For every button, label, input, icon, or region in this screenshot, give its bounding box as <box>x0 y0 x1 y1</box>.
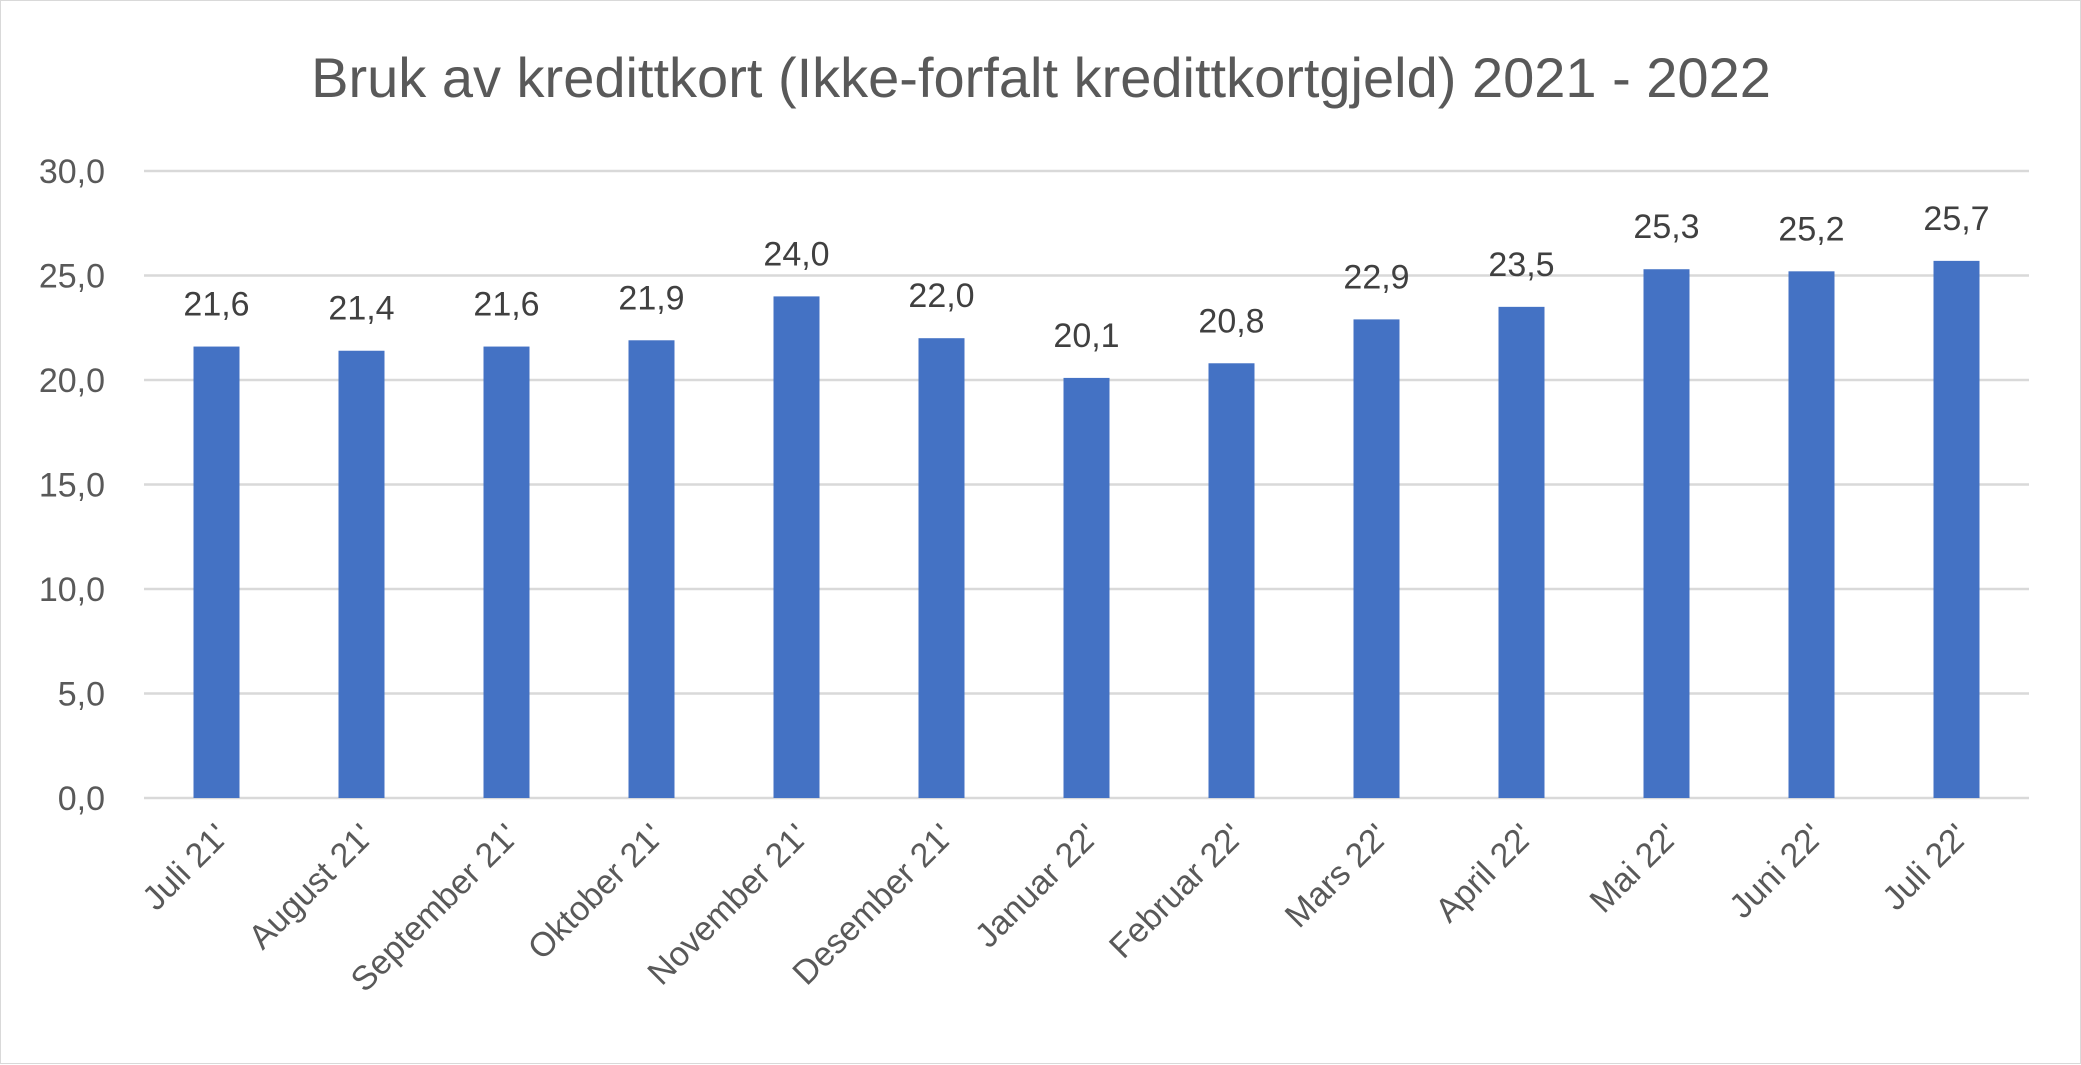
data-label: 20,1 <box>1053 317 1119 355</box>
y-tick-label: 25,0 <box>39 258 105 296</box>
bars <box>193 260 1980 799</box>
x-tick-label: Mai 22' <box>1583 817 1687 921</box>
bar <box>628 340 675 798</box>
x-axis-ticks: Juli 21' August 21'September 21'Oktober 2… <box>135 817 1976 999</box>
y-tick-label: 20,0 <box>39 362 105 400</box>
y-tick-label: 15,0 <box>39 467 105 505</box>
x-tick-label: Februar 22' <box>1102 817 1251 966</box>
x-tick-label: Mars 22' <box>1278 817 1396 935</box>
bar <box>773 296 820 798</box>
data-label: 21,9 <box>618 279 684 317</box>
x-tick-label: Juli 21' <box>135 817 236 918</box>
bar <box>483 346 530 798</box>
data-label: 24,0 <box>763 235 829 273</box>
data-label: 25,2 <box>1778 210 1844 248</box>
y-tick-label: 10,0 <box>39 571 105 609</box>
x-tick-label: Oktober 21' <box>521 817 671 967</box>
data-label: 21,4 <box>328 290 394 328</box>
bar <box>1208 363 1255 798</box>
y-tick-label: 0,0 <box>58 780 105 818</box>
y-tick-label: 30,0 <box>39 153 105 191</box>
x-tick-label: Juni 22' <box>1722 817 1831 926</box>
y-axis-ticks: 0,0 5,0 10,0 15,0 20,0 25,0 30,0 <box>39 153 105 818</box>
data-label: 25,7 <box>1923 200 1989 238</box>
data-label: 22,0 <box>908 277 974 315</box>
data-label: 23,5 <box>1488 246 1554 284</box>
bar <box>1933 260 1980 798</box>
bar <box>918 338 965 798</box>
data-labels: 21,6 21,4 21,6 21,9 24,0 22,0 20,1 20,8 22,9 23,5… <box>183 200 1989 355</box>
bar <box>1063 377 1110 798</box>
x-tick-label: August 21' <box>241 817 381 957</box>
bar <box>1643 269 1690 799</box>
data-label: 21,6 <box>183 286 249 324</box>
bar <box>338 350 385 798</box>
x-tick-label: Juli 22' <box>1875 817 1976 918</box>
bar <box>1353 319 1400 798</box>
bar <box>1498 306 1545 798</box>
data-label: 20,8 <box>1198 302 1264 340</box>
data-label: 25,3 <box>1633 208 1699 246</box>
bar <box>1788 271 1835 798</box>
x-tick-label: April 22' <box>1428 817 1541 930</box>
x-tick-label: Januar 22' <box>968 817 1106 955</box>
data-label: 22,9 <box>1343 258 1409 296</box>
bar <box>193 346 240 798</box>
chart-title: Bruk av kredittkort (Ikke-forfalt kredit… <box>311 46 1771 109</box>
y-tick-label: 5,0 <box>58 676 105 714</box>
data-label: 21,6 <box>473 286 539 324</box>
